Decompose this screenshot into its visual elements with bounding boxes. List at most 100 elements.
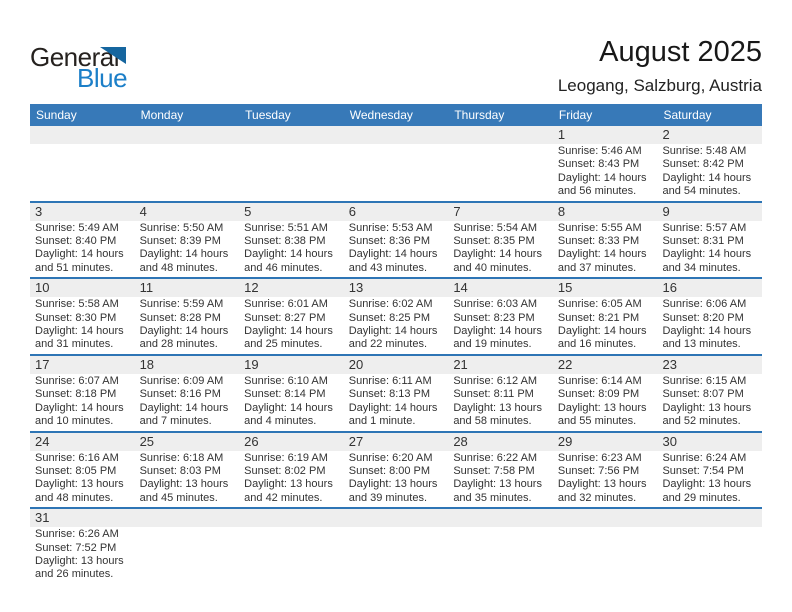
day-detail-line: Sunrise: 5:57 AM <box>662 221 747 234</box>
day-detail-line: and 7 minutes. <box>139 415 212 428</box>
day-details: Sunrise: 6:12 AM Sunset: 8:11 PM Daylight:… <box>448 374 553 429</box>
day-detail-line: Daylight: 14 hours <box>557 325 647 338</box>
day-number: 21 <box>453 356 468 372</box>
day-details: Sunrise: 5:59 AM Sunset: 8:28 PM Daylight:… <box>135 297 240 352</box>
day-number: 18 <box>139 356 155 372</box>
day-detail-line: Sunset: 8:18 PM <box>35 388 117 401</box>
day-number: 9 <box>662 203 670 219</box>
day-detail-line: and 10 minutes. <box>35 415 114 428</box>
day-detail-line: Sunset: 8:00 PM <box>348 464 431 477</box>
day-details <box>344 527 449 582</box>
day-number: 20 <box>348 356 364 372</box>
day-detail-line: Sunset: 8:21 PM <box>557 311 640 324</box>
day-detail-line: Sunset: 8:23 PM <box>453 311 535 324</box>
day-detail-line: Daylight: 13 hours <box>453 401 542 414</box>
weekday-header: Tuesday <box>245 108 291 122</box>
day-detail-line: Sunrise: 6:11 AM <box>348 374 432 387</box>
day-detail-line: Sunset: 8:07 PM <box>662 388 744 401</box>
weekday-header: Monday <box>140 108 184 122</box>
day-detail-line: Sunrise: 6:16 AM <box>35 451 119 464</box>
day-details <box>239 144 344 199</box>
day-detail-line: Sunset: 8:43 PM <box>557 158 640 171</box>
day-number <box>448 509 553 527</box>
day-detail-line: Daylight: 14 hours <box>244 248 333 261</box>
day-number: 19 <box>244 356 259 372</box>
logo-triangle-icon <box>100 47 126 64</box>
day-detail-line: and 16 minutes. <box>557 338 637 351</box>
day-detail-line: and 45 minutes. <box>139 491 218 504</box>
day-detail-line: Sunrise: 6:09 AM <box>139 374 224 387</box>
day-detail-line: and 54 minutes. <box>662 185 741 198</box>
day-detail-line: and 28 minutes. <box>139 338 218 351</box>
day-detail-line: Sunrise: 5:55 AM <box>557 221 642 234</box>
day-details: Sunrise: 6:18 AM Sunset: 8:03 PM Daylight:… <box>135 451 240 506</box>
day-detail-line: Sunset: 8:27 PM <box>244 311 326 324</box>
day-detail-line: and 56 minutes. <box>557 185 637 198</box>
day-detail-line: Sunset: 8:02 PM <box>244 464 326 477</box>
day-detail-line: Sunrise: 6:24 AM <box>662 451 747 464</box>
day-number <box>344 509 449 527</box>
day-detail-line: Daylight: 14 hours <box>348 401 438 414</box>
day-detail-line: Daylight: 14 hours <box>35 248 124 261</box>
day-detail-line: Sunrise: 6:05 AM <box>557 298 642 311</box>
day-number <box>553 509 658 527</box>
day-number: 13 <box>348 280 364 296</box>
day-number: 5 <box>244 203 252 219</box>
weekday-header: Saturday <box>663 108 712 122</box>
day-detail-line: and 32 minutes. <box>557 491 637 504</box>
page-subtitle: Leogang, Salzburg, Austria <box>557 76 762 95</box>
weekday-header: Thursday <box>454 108 505 122</box>
day-detail-line: Sunset: 8:14 PM <box>244 388 326 401</box>
day-detail-line: Sunset: 7:52 PM <box>35 541 117 554</box>
day-detail-line: Daylight: 13 hours <box>557 401 647 414</box>
day-details: Sunrise: 6:26 AM Sunset: 7:52 PM Daylight:… <box>30 527 135 582</box>
day-number: 7 <box>453 203 461 219</box>
day-number <box>344 126 449 144</box>
day-details: Sunrise: 5:50 AM Sunset: 8:39 PM Daylight:… <box>135 221 240 276</box>
day-details <box>135 527 240 582</box>
day-detail-line: Sunset: 7:54 PM <box>662 464 744 477</box>
day-detail-line: Daylight: 14 hours <box>139 401 229 414</box>
day-detail-line: Daylight: 13 hours <box>139 478 229 491</box>
day-detail-line: Sunset: 8:05 PM <box>35 464 117 477</box>
week-row: 1 2 Sunrise: 5:46 AM Sunset: 8:43 PM Dayligh… <box>30 126 762 203</box>
day-details: Sunrise: 5:57 AM Sunset: 8:31 PM Daylight:… <box>657 221 762 276</box>
day-detail-line: Daylight: 13 hours <box>35 554 124 567</box>
day-detail-line: Sunrise: 5:49 AM <box>35 221 119 234</box>
day-detail-line: Sunrise: 6:15 AM <box>662 374 747 387</box>
day-detail-line: Sunrise: 6:02 AM <box>348 298 433 311</box>
day-number <box>135 126 240 144</box>
day-details <box>448 144 553 199</box>
day-detail-line: and 37 minutes. <box>557 261 637 274</box>
day-detail-line: and 51 minutes. <box>35 261 114 274</box>
day-details: Sunrise: 5:55 AM Sunset: 8:33 PM Daylight:… <box>553 221 658 276</box>
day-detail-line: Sunset: 8:33 PM <box>557 235 640 248</box>
day-details <box>135 144 240 199</box>
day-detail-line: Sunrise: 6:12 AM <box>453 374 538 387</box>
day-detail-line: and 35 minutes. <box>453 491 532 504</box>
day-detail-line: Sunrise: 5:53 AM <box>348 221 433 234</box>
day-detail-line: Sunrise: 6:23 AM <box>557 451 642 464</box>
day-detail-line: Daylight: 14 hours <box>348 325 438 338</box>
day-details: Sunrise: 6:16 AM Sunset: 8:05 PM Daylight:… <box>30 451 135 506</box>
day-detail-line: Sunrise: 5:59 AM <box>139 298 224 311</box>
day-details: Sunrise: 6:19 AM Sunset: 8:02 PM Daylight:… <box>239 451 344 506</box>
day-detail-line: Sunset: 8:39 PM <box>139 235 221 248</box>
day-detail-line: Daylight: 14 hours <box>35 325 124 338</box>
day-detail-line: Sunset: 8:40 PM <box>35 235 117 248</box>
day-detail-line: and 48 minutes. <box>139 261 218 274</box>
day-detail-line: Sunrise: 5:54 AM <box>453 221 538 234</box>
day-number: 12 <box>244 280 259 296</box>
day-detail-line: Sunrise: 6:20 AM <box>348 451 433 464</box>
day-detail-row: Sunrise: 5:49 AM Sunset: 8:40 PM Daylight:… <box>30 220 762 278</box>
day-detail-line: Sunset: 8:25 PM <box>348 311 431 324</box>
day-details <box>239 527 344 582</box>
day-detail-line: Sunrise: 6:18 AM <box>139 451 224 464</box>
day-detail-line: Daylight: 14 hours <box>35 401 124 414</box>
day-detail-line: and 39 minutes. <box>348 491 428 504</box>
day-detail-row: Sunrise: 5:46 AM Sunset: 8:43 PM Daylight:… <box>30 144 762 201</box>
day-details <box>344 144 449 199</box>
day-details: Sunrise: 6:06 AM Sunset: 8:20 PM Daylight:… <box>657 297 762 352</box>
day-detail-line: Sunset: 8:16 PM <box>139 388 221 401</box>
day-details <box>448 527 553 582</box>
